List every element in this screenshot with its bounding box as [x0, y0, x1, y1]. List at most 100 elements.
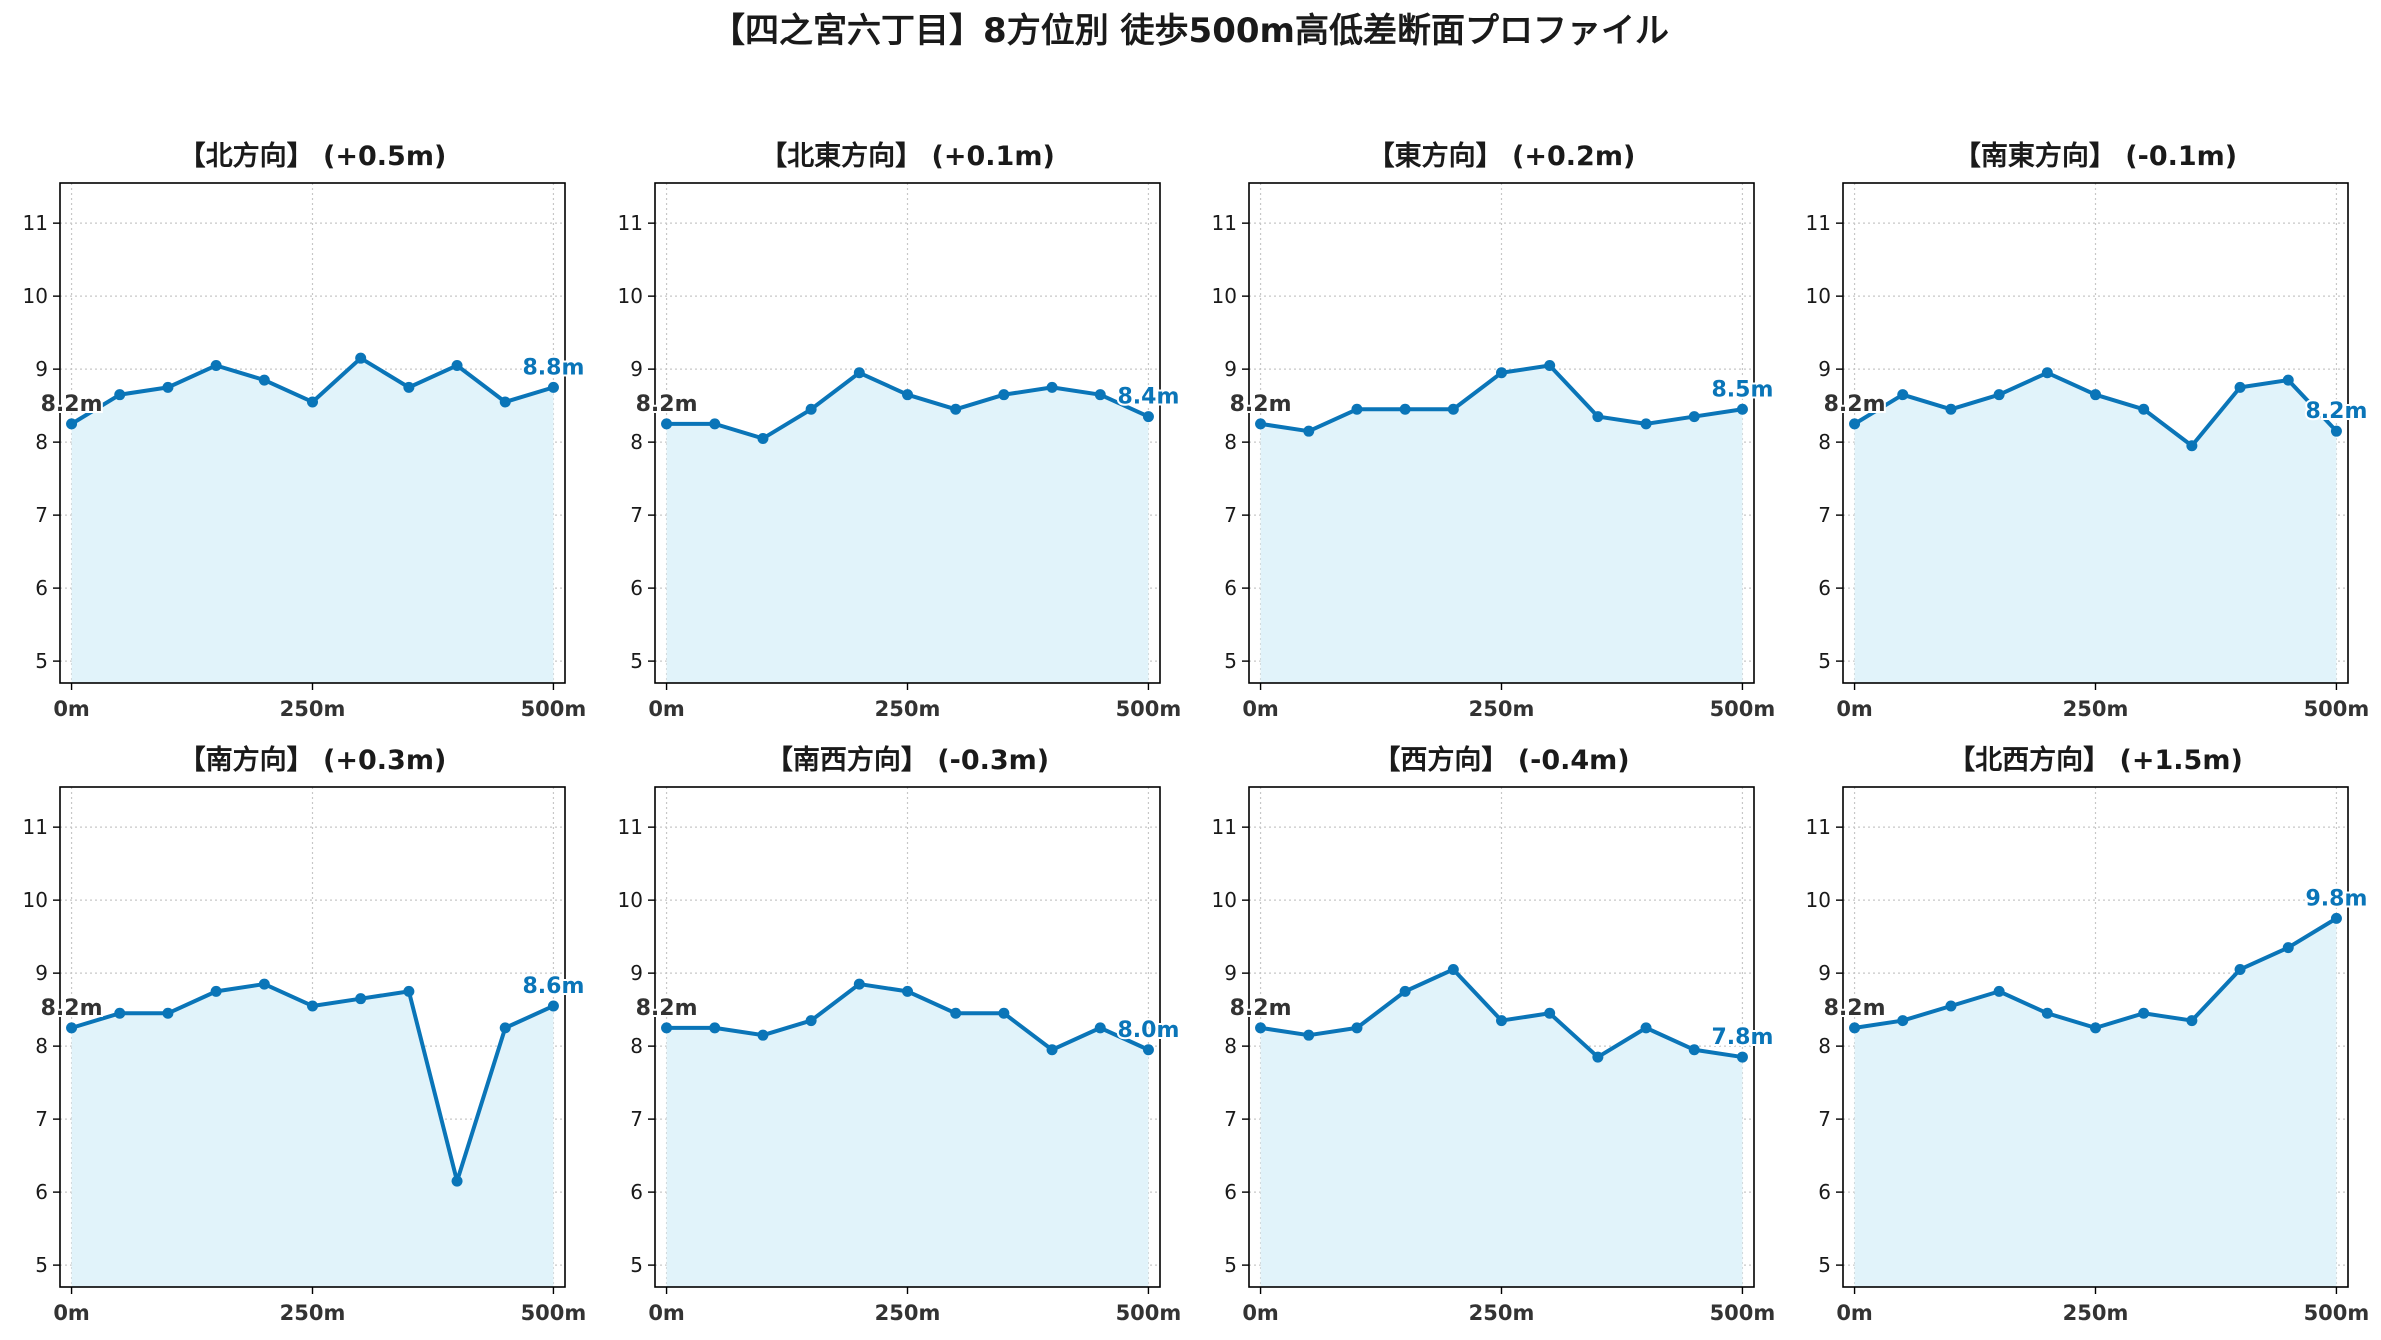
x-tick-label: 250m [1469, 1301, 1535, 1325]
elevation-point [403, 381, 415, 393]
x-tick-label: 0m [1836, 697, 1873, 721]
elevation-point [258, 978, 270, 990]
y-tick-label: 8 [1224, 430, 1237, 454]
elevation-point [1592, 411, 1604, 423]
y-tick-label: 6 [1818, 1180, 1831, 1204]
elevation-point [1399, 403, 1411, 415]
y-tick-label: 7 [1224, 503, 1237, 527]
y-tick-label: 9 [35, 357, 48, 381]
elevation-point [2138, 403, 2150, 415]
chart-panel: 【西方向】 (-0.4m) 5 6 7 8 9 10 11 0m 250m 500m 8.2m 7.8m [1212, 744, 1776, 1325]
y-tick-label: 7 [630, 503, 643, 527]
chart-panel: 【北方向】 (+0.5m) 5 6 7 8 9 10 11 0m 250m 500m 8.2m 8.8m [23, 140, 587, 721]
x-tick-label: 500m [2304, 697, 2370, 721]
chart-panel: 【南東方向】 (-0.1m) 5 6 7 8 9 10 11 0m 250m 500m 8.2m 8.2… [1806, 140, 2370, 721]
y-tick-label: 11 [1806, 211, 1831, 235]
start-elevation-label: 8.2m [636, 392, 698, 417]
y-tick-label: 6 [1224, 576, 1237, 600]
x-tick-label: 0m [53, 1301, 90, 1325]
start-elevation-label: 8.2m [41, 996, 103, 1021]
end-elevation-label: 8.2m [2305, 399, 2367, 424]
elevation-area [666, 984, 1149, 1287]
chart-panels: 【北方向】 (+0.5m) 5 6 7 8 9 10 11 0m 250m 500m 8.2m 8.8m… [23, 140, 2370, 1325]
y-tick-label: 9 [1224, 357, 1237, 381]
elevation-point [1688, 1044, 1700, 1056]
elevation-point [1897, 1015, 1909, 1027]
elevation-point [499, 1022, 511, 1034]
elevation-point [1640, 1022, 1652, 1034]
elevation-point [1046, 1044, 1058, 1056]
y-tick-label: 7 [35, 503, 48, 527]
elevation-point [2090, 389, 2101, 401]
y-tick-label: 10 [1806, 888, 1831, 912]
y-tick-label: 5 [35, 1253, 48, 1277]
panel-title: 【南方向】 (+0.3m) [179, 744, 447, 776]
chart-panel: 【北東方向】 (+0.1m) 5 6 7 8 9 10 11 0m 250m 500m 8.2m 8.4… [618, 140, 1182, 721]
elevation-point [1094, 389, 1106, 401]
elevation-point [355, 993, 367, 1005]
elevation-point [1544, 359, 1556, 371]
elevation-point [1094, 1022, 1106, 1034]
elevation-point [547, 1000, 559, 1012]
elevation-point [66, 418, 78, 430]
elevation-point [114, 1007, 126, 1019]
panel-title: 【西方向】 (-0.4m) [1373, 744, 1629, 776]
start-elevation-label: 8.2m [1824, 392, 1886, 417]
elevation-point [1046, 381, 1058, 393]
y-tick-label: 9 [1818, 357, 1831, 381]
x-tick-label: 500m [1710, 1301, 1776, 1325]
x-tick-label: 0m [648, 1301, 685, 1325]
elevation-area [666, 372, 1149, 683]
y-tick-label: 11 [618, 211, 643, 235]
elevation-point [1897, 389, 1909, 401]
elevation-point [1399, 985, 1411, 997]
elevation-point [1303, 1029, 1315, 1041]
y-tick-label: 7 [1224, 1107, 1237, 1131]
elevation-point [1351, 1022, 1363, 1034]
elevation-point [1351, 403, 1363, 415]
x-tick-label: 500m [1710, 697, 1776, 721]
elevation-point [499, 396, 511, 408]
elevation-point [1303, 425, 1315, 437]
elevation-point [757, 432, 769, 444]
elevation-point [307, 1000, 318, 1012]
elevation-point [805, 403, 817, 415]
elevation-point [805, 1015, 817, 1027]
end-elevation-label: 8.0m [1117, 1018, 1179, 1043]
start-elevation-label: 8.2m [1230, 996, 1292, 1021]
x-tick-label: 500m [2304, 1301, 2370, 1325]
x-tick-label: 250m [875, 697, 941, 721]
elevation-area [1260, 365, 1743, 683]
elevation-point [1945, 1000, 1957, 1012]
y-tick-label: 11 [1806, 815, 1831, 839]
elevation-area [71, 358, 554, 683]
elevation-area [1854, 372, 2337, 683]
x-tick-label: 0m [1242, 697, 1279, 721]
elevation-point [1849, 418, 1861, 430]
end-elevation-label: 8.8m [522, 355, 584, 380]
elevation-point [162, 1007, 174, 1019]
elevation-point [757, 1029, 769, 1041]
elevation-area [71, 984, 554, 1287]
elevation-point [1736, 1051, 1748, 1063]
y-tick-label: 10 [618, 888, 643, 912]
elevation-point [853, 978, 865, 990]
x-tick-label: 250m [280, 697, 346, 721]
chart-panel: 【南西方向】 (-0.3m) 5 6 7 8 9 10 11 0m 250m 500m 8.2m 8.0… [618, 744, 1182, 1325]
x-tick-label: 250m [875, 1301, 941, 1325]
elevation-point [210, 359, 222, 371]
elevation-point [1447, 403, 1459, 415]
elevation-point [1993, 985, 2005, 997]
elevation-point [2041, 367, 2053, 379]
end-elevation-label: 7.8m [1711, 1025, 1773, 1050]
elevation-point [709, 418, 721, 430]
elevation-point [355, 352, 367, 364]
elevation-point [902, 389, 913, 401]
end-elevation-label: 8.4m [1117, 385, 1179, 410]
elevation-point [2138, 1007, 2150, 1019]
y-tick-label: 10 [1806, 284, 1831, 308]
y-tick-label: 10 [23, 284, 48, 308]
elevation-point [258, 374, 270, 386]
y-tick-label: 8 [1818, 1034, 1831, 1058]
